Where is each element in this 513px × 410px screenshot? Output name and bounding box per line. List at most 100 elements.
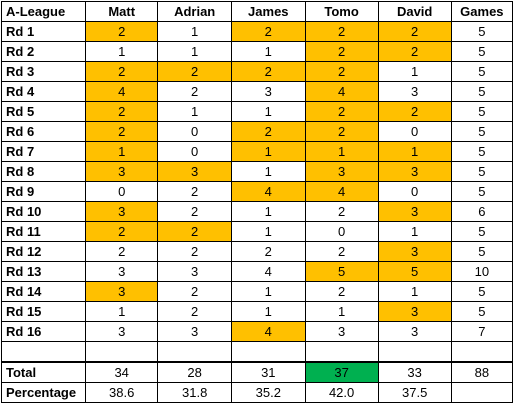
round-label-cell[interactable]: Rd 6 (0, 121, 87, 142)
score-cell[interactable]: 3 (157, 161, 232, 182)
total-label-cell[interactable]: Total (0, 361, 87, 383)
round-label-cell[interactable]: Rd 4 (0, 81, 87, 102)
score-cell[interactable]: 2 (304, 121, 379, 142)
score-cell[interactable]: 3 (377, 81, 452, 102)
score-cell[interactable]: 2 (157, 61, 232, 82)
empty-cell[interactable] (377, 341, 452, 363)
score-cell[interactable]: 3 (377, 241, 452, 262)
round-label-cell[interactable]: Rd 5 (0, 101, 87, 122)
games-cell[interactable]: 5 (450, 81, 513, 102)
score-cell[interactable]: 0 (85, 181, 159, 202)
score-cell[interactable]: 2 (304, 201, 379, 222)
score-cell[interactable]: 2 (85, 241, 159, 262)
score-cell[interactable]: 3 (85, 261, 159, 282)
games-cell[interactable]: 5 (450, 41, 513, 62)
score-cell[interactable]: 1 (377, 281, 452, 302)
total-games-cell[interactable]: 88 (450, 361, 513, 383)
games-cell[interactable]: 6 (450, 201, 513, 222)
score-cell[interactable]: 1 (85, 301, 159, 322)
empty-cell[interactable] (450, 341, 513, 363)
games-cell[interactable]: 5 (450, 101, 513, 122)
score-cell[interactable]: 2 (157, 241, 232, 262)
score-cell[interactable]: 0 (157, 121, 232, 142)
score-cell[interactable]: 1 (231, 161, 306, 182)
score-cell[interactable]: 2 (85, 61, 159, 82)
score-cell[interactable]: 0 (157, 141, 232, 162)
empty-cell[interactable] (0, 341, 87, 363)
score-cell[interactable]: 2 (304, 241, 379, 262)
percentage-cell[interactable]: 37.5 (377, 382, 452, 403)
round-label-cell[interactable]: Rd 13 (0, 261, 87, 282)
score-cell[interactable]: 1 (157, 21, 232, 42)
score-cell[interactable]: 1 (231, 41, 306, 62)
leader-total-cell[interactable]: 37 (304, 361, 379, 383)
score-cell[interactable]: 1 (231, 141, 306, 162)
score-cell[interactable]: 0 (377, 181, 452, 202)
score-cell[interactable]: 2 (304, 41, 379, 62)
games-cell[interactable]: 5 (450, 181, 513, 202)
games-cell[interactable]: 5 (450, 61, 513, 82)
player-header-david[interactable]: David (377, 1, 452, 22)
round-label-cell[interactable]: Rd 8 (0, 161, 87, 182)
score-cell[interactable]: 3 (304, 161, 379, 182)
score-cell[interactable]: 1 (231, 201, 306, 222)
score-cell[interactable]: 1 (231, 301, 306, 322)
score-cell[interactable]: 1 (157, 41, 232, 62)
round-label-cell[interactable]: Rd 7 (0, 141, 87, 162)
score-cell[interactable]: 2 (231, 241, 306, 262)
score-cell[interactable]: 2 (304, 21, 379, 42)
round-label-cell[interactable]: Rd 2 (0, 41, 87, 62)
score-cell[interactable]: 3 (157, 261, 232, 282)
score-cell[interactable]: 2 (157, 301, 232, 322)
score-cell[interactable]: 2 (304, 281, 379, 302)
player-header-adrian[interactable]: Adrian (157, 1, 232, 22)
score-cell[interactable]: 5 (377, 261, 452, 282)
score-cell[interactable]: 1 (377, 61, 452, 82)
score-cell[interactable]: 2 (157, 181, 232, 202)
score-cell[interactable]: 1 (85, 41, 159, 62)
games-cell[interactable]: 5 (450, 21, 513, 42)
score-cell[interactable]: 3 (85, 201, 159, 222)
round-label-cell[interactable]: Rd 14 (0, 281, 87, 302)
score-cell[interactable]: 3 (231, 81, 306, 102)
score-cell[interactable]: 3 (85, 321, 159, 342)
player-header-james[interactable]: James (231, 1, 306, 22)
score-cell[interactable]: 2 (231, 21, 306, 42)
round-label-cell[interactable]: Rd 16 (0, 321, 87, 342)
score-cell[interactable]: 4 (85, 81, 159, 102)
score-cell[interactable]: 2 (231, 121, 306, 142)
score-cell[interactable]: 1 (231, 221, 306, 242)
score-cell[interactable]: 3 (377, 321, 452, 342)
games-cell[interactable]: 5 (450, 161, 513, 182)
score-cell[interactable]: 4 (231, 181, 306, 202)
score-cell[interactable]: 2 (157, 281, 232, 302)
score-cell[interactable]: 1 (85, 141, 159, 162)
round-label-cell[interactable]: Rd 10 (0, 201, 87, 222)
score-cell[interactable]: 2 (157, 81, 232, 102)
score-cell[interactable]: 1 (377, 221, 452, 242)
score-cell[interactable]: 4 (231, 321, 306, 342)
games-cell[interactable]: 5 (450, 221, 513, 242)
score-cell[interactable]: 4 (304, 181, 379, 202)
score-cell[interactable]: 2 (157, 201, 232, 222)
score-cell[interactable]: 1 (231, 281, 306, 302)
round-label-cell[interactable]: Rd 9 (0, 181, 87, 202)
total-cell[interactable]: 33 (377, 361, 452, 383)
player-header-tomo[interactable]: Tomo (304, 1, 379, 22)
score-cell[interactable]: 1 (377, 141, 452, 162)
games-cell[interactable]: 5 (450, 301, 513, 322)
score-cell[interactable]: 2 (377, 41, 452, 62)
games-cell[interactable]: 5 (450, 241, 513, 262)
empty-cell[interactable] (231, 341, 306, 363)
score-cell[interactable]: 3 (304, 321, 379, 342)
games-cell[interactable]: 5 (450, 121, 513, 142)
games-cell[interactable]: 5 (450, 141, 513, 162)
empty-cell[interactable] (304, 341, 379, 363)
score-cell[interactable]: 3 (157, 321, 232, 342)
score-cell[interactable]: 3 (85, 281, 159, 302)
score-cell[interactable]: 1 (304, 301, 379, 322)
percentage-games-cell[interactable] (450, 382, 513, 403)
round-label-cell[interactable]: Rd 11 (0, 221, 87, 242)
games-header-cell[interactable]: Games (450, 1, 513, 22)
score-cell[interactable]: 2 (85, 101, 159, 122)
